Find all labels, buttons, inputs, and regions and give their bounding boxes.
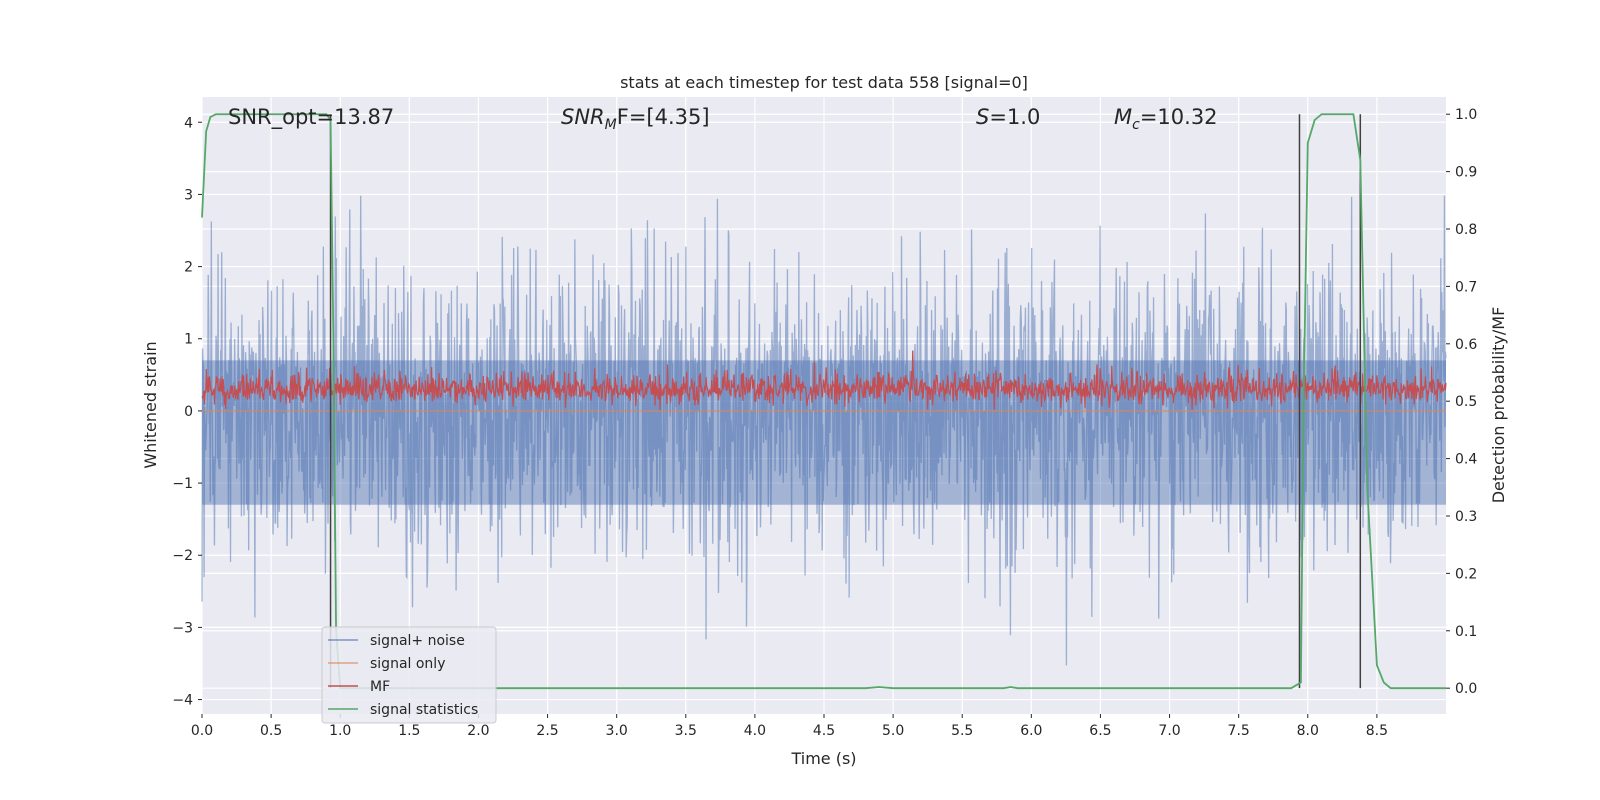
x-tick-label: 2.0 (467, 723, 489, 739)
annotation-snr-opt: SNR_opt=13.87 (228, 105, 394, 130)
x-tick-label: 5.5 (951, 723, 973, 739)
y2-tick-label: 0.1 (1455, 624, 1477, 640)
y-tick-label: 2 (184, 260, 193, 276)
annotation-snr-mf-sub: M (605, 117, 617, 133)
x-tick-label: 2.5 (536, 723, 558, 739)
x-tick-label: 0.0 (191, 723, 213, 739)
x-tick-label: 8.5 (1366, 723, 1388, 739)
mf-line (201, 350, 1447, 411)
y2-tick-label: 1.0 (1455, 107, 1477, 123)
annotation-mc-rest: =10.32 (1140, 105, 1218, 129)
x-tick-label: 0.5 (260, 723, 282, 739)
y2-axis-ticks: 1.0 0.9 0.8 0.7 0.6 0.5 0.4 0.3 0.2 0.1 0.0 (1446, 107, 1477, 697)
y2-tick-label: 0.2 (1455, 566, 1477, 582)
x-tick-label: 1.0 (329, 723, 351, 739)
y-axis-ticks: 4 3 2 1 0 −1 −2 −3 −4 (172, 115, 202, 709)
x-tick-label: 4.0 (744, 723, 766, 739)
x-tick-label: 4.5 (813, 723, 835, 739)
chart-title: stats at each timestep for test data 558… (620, 73, 1028, 92)
y-tick-label: −1 (172, 476, 193, 492)
x-tick-label: 6.0 (1020, 723, 1042, 739)
signal-noise-line (201, 195, 1447, 666)
annotation-snr-mf-main: SNR (561, 105, 605, 129)
x-tick-label: 3.5 (675, 723, 697, 739)
y2-tick-label: 0.0 (1455, 681, 1477, 697)
y2-tick-label: 0.8 (1455, 222, 1477, 238)
annotation-mc-sub: c (1132, 117, 1140, 133)
x-tick-label: 7.5 (1228, 723, 1250, 739)
y2-tick-label: 0.3 (1455, 509, 1477, 525)
x-tick-label: 8.0 (1297, 723, 1319, 739)
legend-label-signal-only: signal only (370, 656, 445, 672)
x-axis-label: Time (s) (790, 749, 856, 768)
x-tick-label: 1.5 (398, 723, 420, 739)
legend-box (321, 626, 497, 724)
y-tick-label: −4 (172, 693, 193, 709)
legend-label-signal-statistics: signal statistics (370, 702, 478, 718)
y-tick-label: 4 (184, 115, 193, 131)
legend-label-mf: MF (370, 679, 390, 695)
legend-label-signal-noise: signal+ noise (370, 633, 465, 649)
y-tick-label: −3 (172, 620, 193, 636)
grid (201, 97, 1446, 714)
x-axis-ticks: 0.0 0.5 1.0 1.5 2.0 2.5 3.0 3.5 4.0 4.5 5.0 5.5 6.0 6… (191, 714, 1388, 739)
annotation-mc-main: M (1114, 105, 1132, 129)
y2-tick-label: 0.5 (1455, 394, 1477, 410)
y2-tick-label: 0.7 (1455, 279, 1477, 295)
y2-tick-label: 0.4 (1455, 452, 1477, 468)
y2-tick-label: 0.9 (1455, 165, 1477, 181)
x-tick-label: 5.0 (882, 723, 904, 739)
y-axis-label: Whitened strain (141, 341, 160, 468)
vertical-markers (329, 114, 1362, 689)
mf-series (201, 350, 1447, 411)
annotation-mc: Mc=10.32 (1114, 105, 1218, 133)
annotation-s-rest: =1.0 (989, 105, 1040, 129)
signal-statistics-series (201, 113, 1446, 690)
annotation-snr-mf-rest: F=[4.35] (617, 105, 710, 129)
y-tick-label: 3 (184, 187, 193, 203)
y-tick-label: −2 (172, 548, 193, 564)
y2-axis-label: Detection probability/MF (1489, 307, 1508, 504)
y-tick-label: 0 (184, 404, 193, 420)
x-tick-label: 7.0 (1158, 723, 1180, 739)
y-tick-label: 1 (184, 332, 193, 348)
annotation-s: S=1.0 (976, 105, 1040, 129)
x-tick-label: 3.0 (606, 723, 628, 739)
x-tick-label: 6.5 (1089, 723, 1111, 739)
annotation-snr-mf: SNRMF=[4.35] (561, 105, 710, 133)
annotation-s-main: S (976, 105, 989, 129)
y2-tick-label: 0.6 (1455, 337, 1477, 353)
legend: signal+ noise signal only MF signal stat… (321, 626, 497, 724)
